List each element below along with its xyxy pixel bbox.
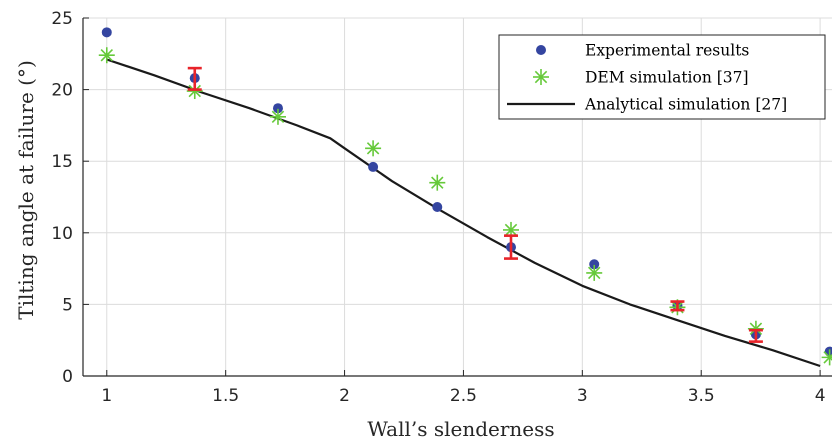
x-tick-label: 1	[101, 386, 112, 406]
y-tick-label: 5	[62, 295, 73, 315]
experimental-point	[101, 27, 112, 38]
error-bar	[670, 300, 685, 312]
axes	[82, 17, 832, 377]
legend-label: Analytical simulation [27]	[584, 96, 787, 114]
x-tick-label: 2.5	[450, 386, 477, 406]
error-bar	[187, 66, 202, 91]
y-tick-label: 25	[51, 9, 73, 29]
y-tick-label: 15	[51, 152, 73, 172]
dem-point	[365, 140, 382, 157]
error-bars	[187, 66, 763, 343]
dem-point	[429, 174, 446, 191]
experimental-point	[368, 161, 379, 172]
y-tick-label: 0	[62, 367, 73, 387]
tick-labels: 1 1.5 2 2.5 3 3.5 4 0 5 10 15 20 25	[51, 9, 825, 406]
x-tick-label: 4	[815, 386, 826, 406]
error-bar	[748, 328, 763, 343]
legend-asterisk-swatch	[533, 69, 549, 85]
dem-point	[98, 47, 115, 64]
y-axis-title: Tilting angle at failure (°)	[14, 60, 38, 319]
dem-point	[503, 221, 519, 238]
y-tick-label: 20	[51, 81, 73, 101]
experimental-point	[432, 202, 443, 213]
legend-label: DEM simulation [37]	[585, 69, 749, 87]
x-tick-label: 3	[577, 386, 588, 406]
legend-label: Experimental results	[585, 42, 749, 60]
error-bar	[504, 234, 518, 260]
legend: Experimental results DEM simulation [37] A…	[498, 34, 826, 120]
x-tick-label: 2	[339, 386, 350, 406]
x-axis-title: Wall’s slenderness	[367, 417, 554, 441]
dem-point	[586, 264, 603, 281]
experimental-point	[589, 259, 600, 270]
experimental-point	[272, 103, 283, 114]
x-tick-label: 1.5	[212, 386, 239, 406]
dem-point	[269, 108, 286, 125]
dem-point	[821, 349, 832, 366]
x-tick-label: 3.5	[688, 386, 715, 406]
legend-dot-swatch	[536, 45, 546, 55]
point-series	[98, 27, 832, 366]
y-tick-label: 10	[51, 224, 73, 244]
